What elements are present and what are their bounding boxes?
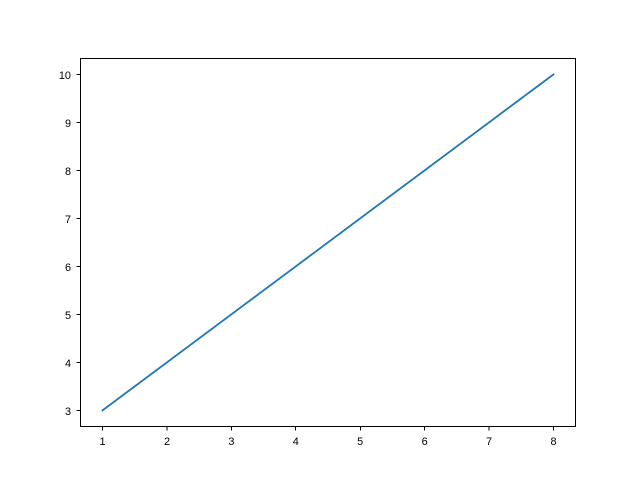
svg-text:3: 3 <box>65 406 71 418</box>
svg-text:6: 6 <box>422 436 428 448</box>
svg-text:2: 2 <box>164 436 170 448</box>
svg-text:4: 4 <box>65 358 71 370</box>
svg-text:3: 3 <box>228 436 234 448</box>
svg-text:8: 8 <box>65 166 71 178</box>
svg-text:9: 9 <box>65 118 71 130</box>
svg-text:5: 5 <box>65 310 71 322</box>
svg-text:6: 6 <box>65 262 71 274</box>
svg-text:8: 8 <box>550 436 556 448</box>
svg-text:7: 7 <box>486 436 492 448</box>
svg-text:4: 4 <box>293 436 299 448</box>
svg-text:10: 10 <box>59 70 71 82</box>
svg-text:7: 7 <box>65 214 71 226</box>
svg-text:5: 5 <box>357 436 363 448</box>
svg-text:1: 1 <box>99 436 105 448</box>
